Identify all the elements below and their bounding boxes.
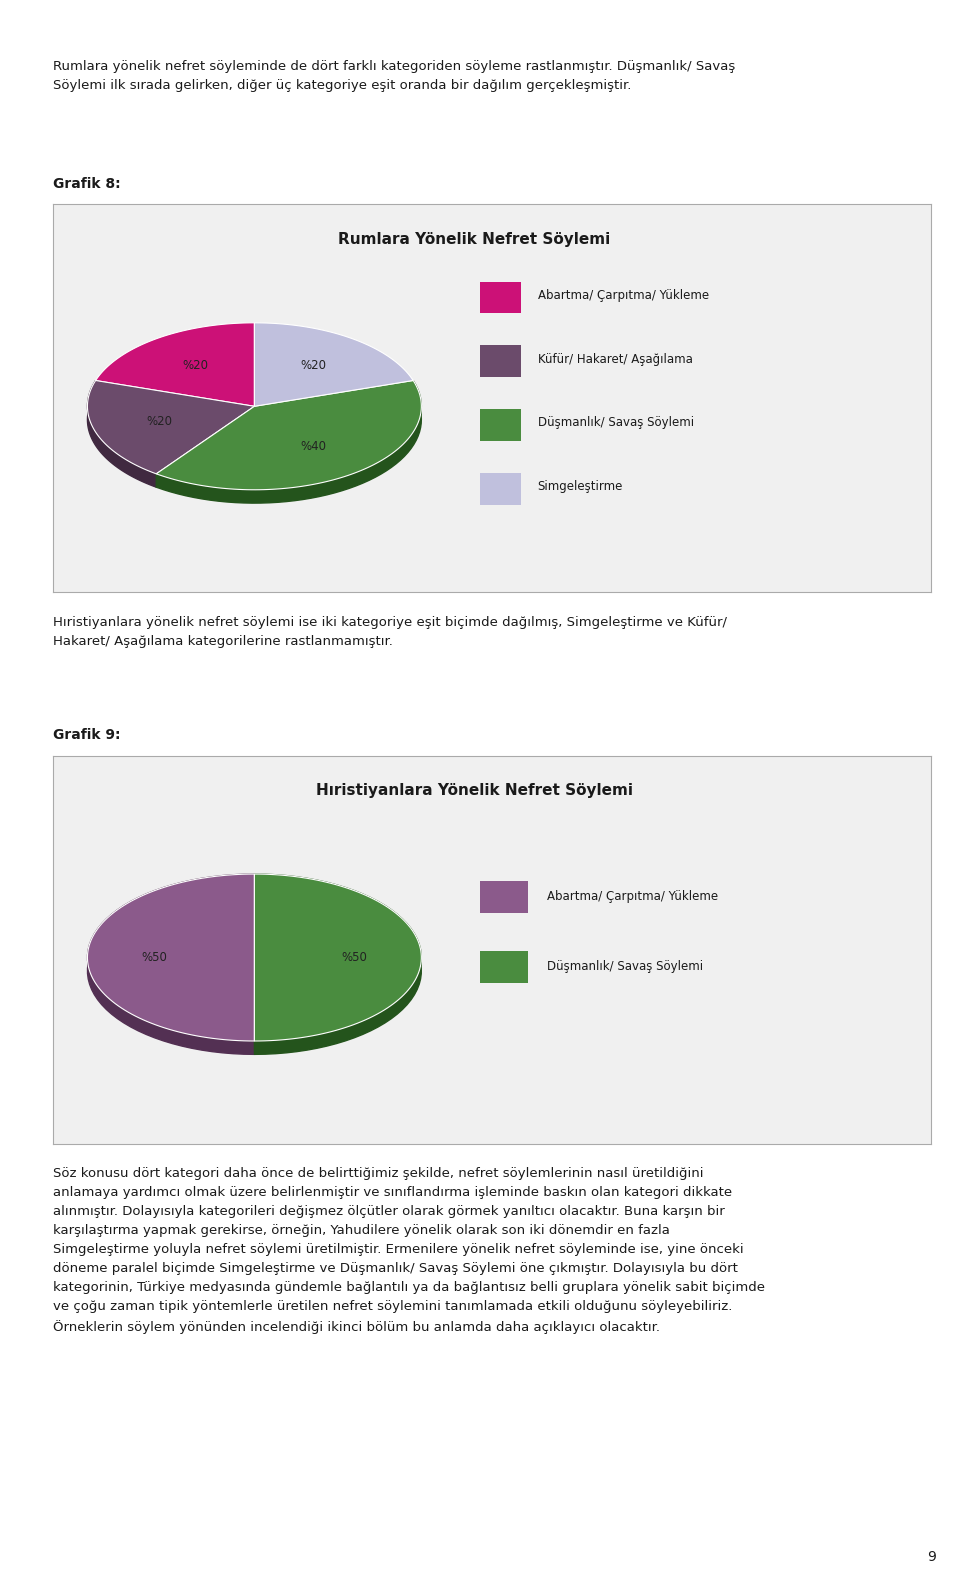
Polygon shape <box>156 380 421 504</box>
Polygon shape <box>87 874 254 1055</box>
Text: Rumlara Yönelik Nefret Söylemi: Rumlara Yönelik Nefret Söylemi <box>338 231 611 247</box>
Text: %40: %40 <box>300 440 326 453</box>
Polygon shape <box>254 874 421 1041</box>
Bar <box>480 881 528 912</box>
Polygon shape <box>96 323 254 406</box>
Text: Söz konusu dört kategori daha önce de belirttiğimiz şekilde, nefret söylemlerini: Söz konusu dört kategori daha önce de be… <box>53 1167 765 1334</box>
Bar <box>480 409 520 440</box>
Text: %20: %20 <box>182 360 208 372</box>
Text: Grafik 9:: Grafik 9: <box>53 729 120 743</box>
Text: Düşmanlık/ Savaş Söylemi: Düşmanlık/ Savaş Söylemi <box>547 960 704 973</box>
Text: %20: %20 <box>146 415 172 428</box>
Text: Hıristiyanlara Yönelik Nefret Söylemi: Hıristiyanlara Yönelik Nefret Söylemi <box>316 782 633 798</box>
Text: Rumlara yönelik nefret söyleminde de dört farklı kategoriden söyleme rastlanmışt: Rumlara yönelik nefret söyleminde de dör… <box>53 60 735 92</box>
Text: Hıristiyanlara yönelik nefret söylemi ise iki kategoriye eşit biçimde dağılmış, : Hıristiyanlara yönelik nefret söylemi is… <box>53 616 727 648</box>
Polygon shape <box>156 380 421 489</box>
Text: Küfür/ Hakaret/ Aşağılama: Küfür/ Hakaret/ Aşağılama <box>538 353 692 366</box>
Text: %50: %50 <box>141 950 167 965</box>
Text: Simgeleştirme: Simgeleştirme <box>538 480 623 493</box>
Bar <box>480 345 520 377</box>
Text: Grafik 8:: Grafik 8: <box>53 177 120 192</box>
Polygon shape <box>87 380 156 488</box>
Text: 9: 9 <box>926 1551 936 1563</box>
Polygon shape <box>254 323 413 406</box>
Bar <box>480 952 528 984</box>
Bar <box>480 282 520 314</box>
Text: %50: %50 <box>342 950 368 965</box>
Bar <box>480 474 520 505</box>
Polygon shape <box>87 874 254 1041</box>
Polygon shape <box>87 380 254 474</box>
Polygon shape <box>254 874 421 1055</box>
Text: Medyada Nefret Söylemi: Eylül-Aralık 2012: Medyada Nefret Söylemi: Eylül-Aralık 201… <box>660 14 946 27</box>
Text: Düşmanlık/ Savaş Söylemi: Düşmanlık/ Savaş Söylemi <box>538 417 694 429</box>
Text: Abartma/ Çarpıtma/ Yükleme: Abartma/ Çarpıtma/ Yükleme <box>538 288 708 303</box>
Text: %20: %20 <box>300 360 326 372</box>
Text: Abartma/ Çarpıtma/ Yükleme: Abartma/ Çarpıtma/ Yükleme <box>547 890 718 903</box>
